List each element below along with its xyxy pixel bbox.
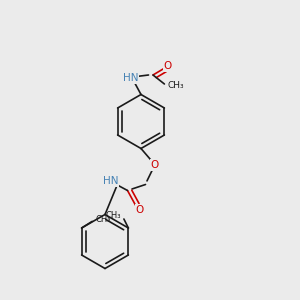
Text: CH₃: CH₃	[95, 214, 111, 224]
Text: HN: HN	[123, 73, 138, 83]
Text: CH₃: CH₃	[105, 212, 121, 220]
Text: CH₃: CH₃	[168, 81, 184, 90]
Text: O: O	[135, 205, 144, 215]
Text: HN: HN	[103, 176, 119, 187]
Text: O: O	[164, 61, 172, 71]
Text: O: O	[150, 160, 159, 170]
